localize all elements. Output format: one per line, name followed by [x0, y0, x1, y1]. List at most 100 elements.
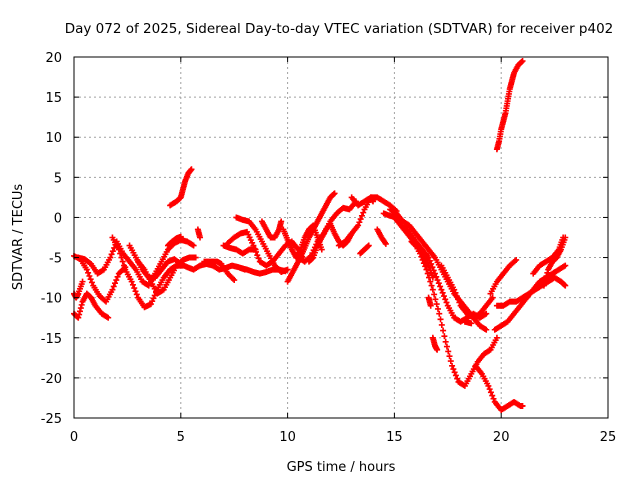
data-point [440, 293, 447, 300]
data-point [86, 273, 93, 280]
data-point [562, 234, 569, 241]
data-point [331, 190, 338, 197]
data-point [357, 216, 364, 223]
data-point [447, 358, 454, 365]
series-arc-32 [461, 318, 475, 327]
series-arc-9 [167, 166, 195, 209]
y-tick-label: -20 [41, 372, 62, 387]
plot-frame [73, 56, 609, 419]
data-point [542, 276, 549, 283]
data-point [251, 245, 258, 252]
y-tick-label: 10 [45, 131, 62, 146]
data-point [440, 327, 447, 334]
data-point [453, 293, 460, 300]
y-axis-label: SDTVAR / TECUs [11, 184, 26, 291]
data-point [429, 264, 436, 271]
x-tick-label: 5 [177, 430, 185, 445]
data-point [434, 305, 441, 312]
x-tick-label: 25 [600, 430, 617, 445]
data-point [118, 254, 125, 261]
series-arc-30 [429, 334, 441, 353]
y-tick-label: -25 [41, 412, 62, 427]
data-point [117, 250, 124, 257]
data-point [252, 248, 259, 255]
series-arc-27 [391, 214, 500, 389]
data-point [197, 234, 204, 241]
series-arc-14 [233, 214, 291, 275]
series-arc-11 [201, 258, 238, 284]
data-point [562, 262, 569, 269]
data-point [455, 296, 462, 303]
data-point [79, 278, 86, 285]
data-point [365, 242, 372, 249]
series-arc-39 [540, 234, 569, 289]
data-point [109, 286, 116, 293]
data-point [109, 248, 116, 255]
data-point [282, 268, 289, 275]
data-point [87, 276, 94, 283]
grid-lines [74, 57, 608, 418]
data-point [110, 283, 117, 290]
data-point [493, 334, 500, 341]
data-point [330, 191, 337, 198]
data-point [129, 281, 136, 288]
data-point [131, 285, 138, 292]
chart-title: Day 072 of 2025, Sidereal Day-to-day VTE… [65, 21, 614, 37]
data-point [83, 266, 90, 273]
x-tick-label: 0 [70, 430, 78, 445]
data-point [450, 366, 457, 373]
series-arc-16 [258, 218, 285, 241]
data-point [449, 362, 456, 369]
data-point [433, 273, 440, 280]
data-point [489, 294, 496, 301]
data-point [254, 252, 261, 259]
data-point [76, 308, 83, 315]
x-axis-label: GPS time / hours [287, 460, 396, 475]
data-point [489, 392, 496, 399]
series-arc-10 [194, 226, 204, 241]
data-point [442, 338, 449, 345]
data-point [487, 389, 494, 396]
data-point [439, 289, 446, 296]
series-arc-37 [493, 58, 526, 153]
series-arc-33 [472, 362, 526, 413]
data-point [441, 333, 448, 340]
data-point [429, 286, 436, 293]
series-arc-28 [408, 238, 436, 281]
data-point [437, 283, 444, 290]
data-point [382, 240, 389, 247]
data-point [519, 402, 526, 409]
data-point [190, 242, 197, 249]
data-point [111, 244, 118, 251]
data-point [446, 353, 453, 360]
data-point [434, 346, 441, 353]
x-tick-label: 15 [386, 430, 403, 445]
data-point [309, 255, 316, 262]
data-point [358, 212, 365, 219]
series-arc-2 [71, 290, 112, 321]
data-point [427, 302, 434, 309]
data-point [120, 262, 127, 269]
data-point [88, 279, 95, 286]
data-point [231, 277, 238, 284]
data-point [133, 291, 140, 298]
data-point [76, 311, 83, 318]
data-point [364, 243, 371, 250]
data-point [544, 269, 551, 276]
series-arc-23 [357, 242, 372, 257]
data-point [255, 255, 262, 262]
data-point [541, 279, 548, 286]
series-arc-15 [237, 264, 289, 277]
data-point [114, 273, 121, 280]
data-point [456, 299, 463, 306]
data-point [132, 288, 139, 295]
data-point [490, 395, 497, 402]
data-point [278, 218, 285, 225]
data-point [356, 219, 363, 226]
data-point [428, 282, 435, 289]
data-point [543, 273, 550, 280]
series-arc-8 [164, 233, 184, 249]
data-point [432, 296, 439, 303]
data-point [427, 278, 434, 285]
